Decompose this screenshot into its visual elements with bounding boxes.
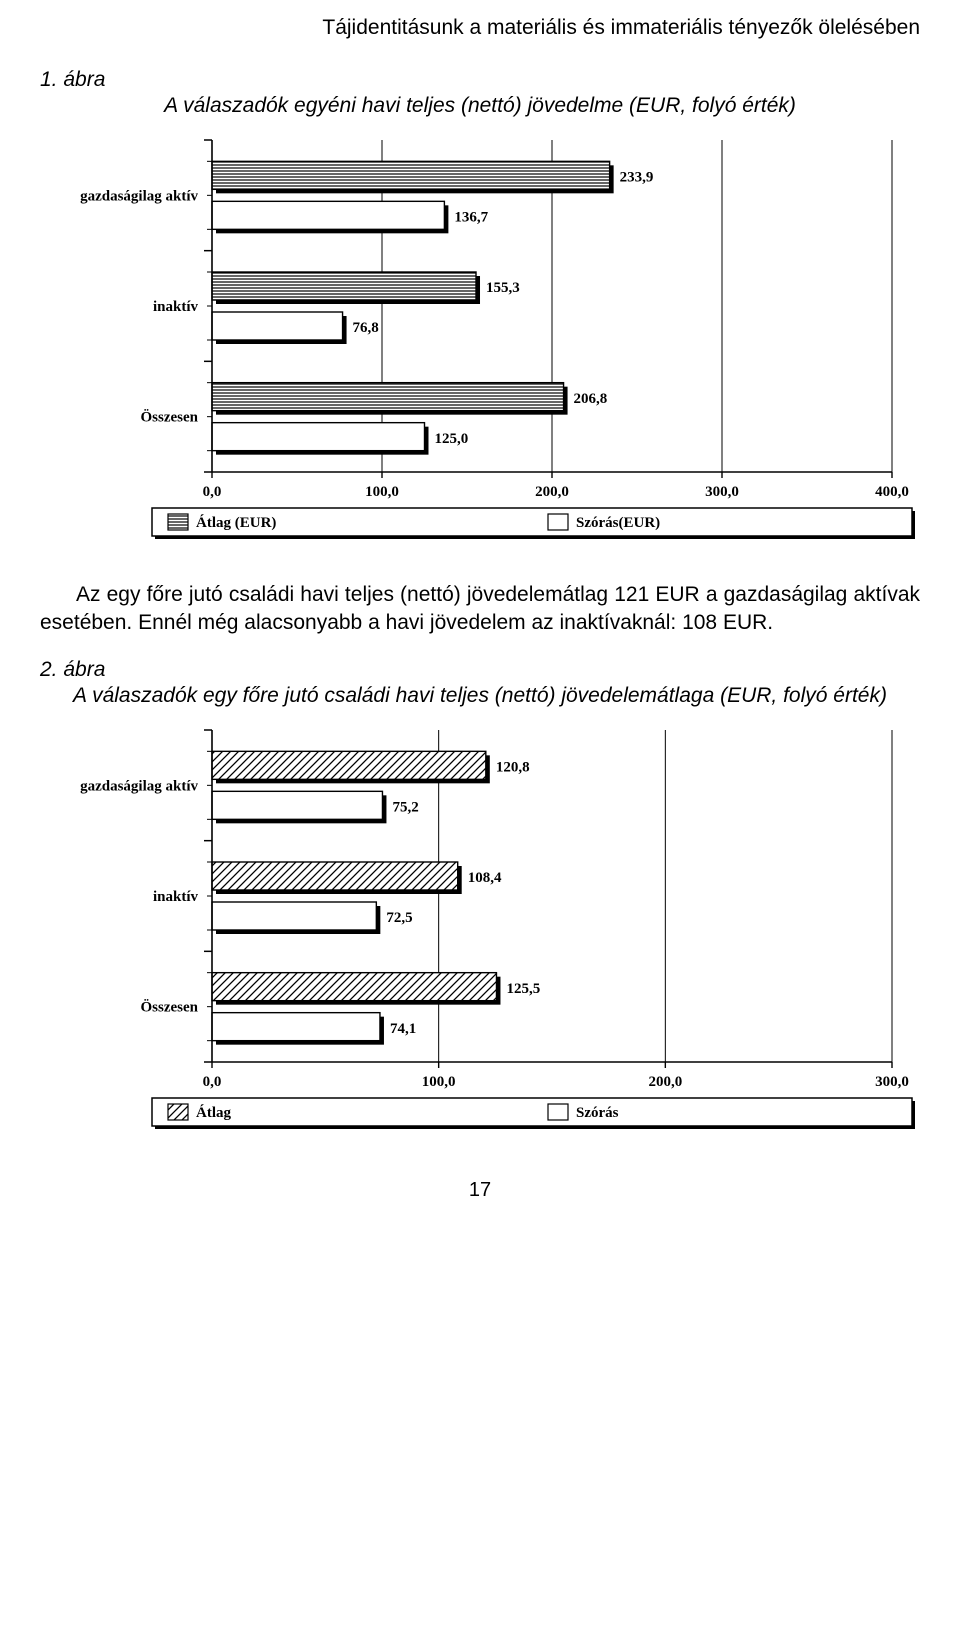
svg-text:Összesen: Összesen xyxy=(141,409,199,426)
svg-text:125,5: 125,5 xyxy=(506,981,540,997)
svg-text:108,4: 108,4 xyxy=(468,870,502,886)
svg-text:200,0: 200,0 xyxy=(535,484,569,500)
page-number: 17 xyxy=(40,1179,920,1202)
svg-text:Átlag: Átlag xyxy=(196,1104,231,1121)
svg-text:233,9: 233,9 xyxy=(620,169,654,185)
svg-text:120,8: 120,8 xyxy=(496,759,530,775)
svg-text:200,0: 200,0 xyxy=(648,1074,682,1090)
svg-text:Átlag (EUR): Átlag (EUR) xyxy=(196,514,276,531)
svg-text:75,2: 75,2 xyxy=(392,799,418,815)
svg-text:gazdaságilag aktív: gazdaságilag aktív xyxy=(80,188,198,204)
chart2: gazdaságilag aktív 120,8 75,2 inaktív 108,4 7… xyxy=(40,718,920,1138)
figure2-caption: A válaszadók egy főre jutó családi havi … xyxy=(40,684,920,708)
svg-text:206,8: 206,8 xyxy=(574,391,608,407)
svg-text:0,0: 0,0 xyxy=(203,1074,222,1090)
body-paragraph-1a: Az egy főre jutó családi havi teljes (ne… xyxy=(40,583,649,606)
figure2-label: 2. ábra xyxy=(40,658,920,682)
svg-text:400,0: 400,0 xyxy=(875,484,909,500)
svg-text:300,0: 300,0 xyxy=(705,484,739,500)
svg-text:100,0: 100,0 xyxy=(422,1074,456,1090)
chart2-container: gazdaságilag aktív 120,8 75,2 inaktív 108,4 7… xyxy=(40,718,920,1143)
svg-text:0,0: 0,0 xyxy=(203,484,222,500)
svg-text:inaktív: inaktív xyxy=(153,299,199,315)
svg-text:gazdaságilag aktív: gazdaságilag aktív xyxy=(80,778,198,794)
figure1-caption: A válaszadók egyéni havi teljes (nettó) … xyxy=(40,94,920,118)
body-paragraph-1: Az egy főre jutó családi havi teljes (ne… xyxy=(40,581,920,638)
svg-text:inaktív: inaktív xyxy=(153,889,199,905)
figure1-label: 1. ábra xyxy=(40,68,920,92)
svg-text:76,8: 76,8 xyxy=(353,320,379,336)
svg-text:Szórás(EUR): Szórás(EUR) xyxy=(576,515,660,531)
svg-text:155,3: 155,3 xyxy=(486,280,520,296)
chart1-container: gazdaságilag aktív 233,9 136,7 inaktív 155,3… xyxy=(40,128,920,553)
page: Tájidentitásunk a materiális és immateri… xyxy=(0,0,960,1242)
svg-text:300,0: 300,0 xyxy=(875,1074,909,1090)
svg-text:100,0: 100,0 xyxy=(365,484,399,500)
page-header: Tájidentitásunk a materiális és immateri… xyxy=(40,16,920,40)
svg-text:125,0: 125,0 xyxy=(435,431,469,447)
svg-text:72,5: 72,5 xyxy=(386,910,412,926)
svg-text:136,7: 136,7 xyxy=(454,209,488,225)
svg-text:74,1: 74,1 xyxy=(390,1021,416,1037)
svg-text:Összesen: Összesen xyxy=(141,998,199,1015)
chart1: gazdaságilag aktív 233,9 136,7 inaktív 155,3… xyxy=(40,128,920,548)
svg-text:Szórás: Szórás xyxy=(576,1105,619,1121)
